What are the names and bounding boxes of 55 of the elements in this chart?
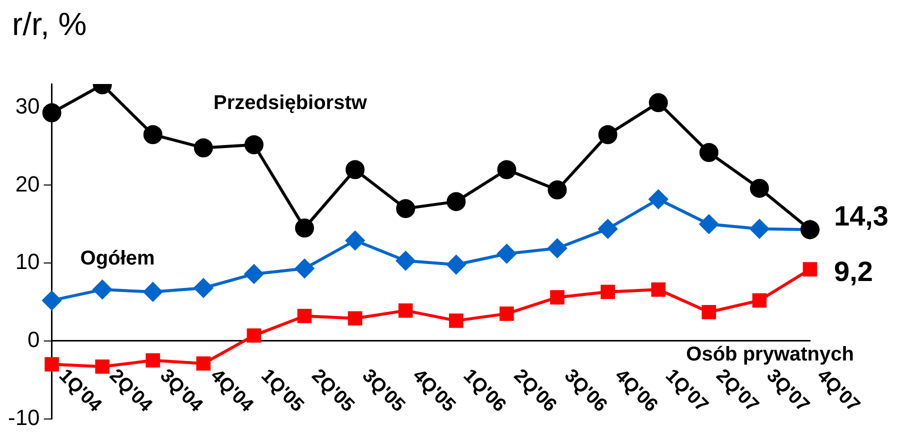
point xyxy=(548,180,567,200)
point xyxy=(346,231,365,250)
y-tick-label: 10 xyxy=(15,249,40,274)
point xyxy=(244,264,264,284)
y-tick-label: -10 xyxy=(8,404,40,430)
point xyxy=(750,178,769,198)
point xyxy=(750,219,769,238)
point xyxy=(246,328,262,343)
point xyxy=(396,199,416,218)
point xyxy=(446,255,466,274)
point xyxy=(42,290,62,310)
point xyxy=(648,93,668,112)
point xyxy=(295,218,314,238)
point xyxy=(648,190,668,209)
point xyxy=(598,125,618,144)
point xyxy=(194,138,213,158)
point xyxy=(497,160,516,180)
point xyxy=(500,306,514,321)
series-label: Osób prywatnych xyxy=(686,343,854,366)
point xyxy=(598,219,618,238)
point xyxy=(348,311,362,326)
point xyxy=(295,259,314,278)
series-label: Przedsiębiorstw xyxy=(214,92,368,114)
y-axis-title: r/r, % xyxy=(12,6,87,42)
series-label: Ogółem xyxy=(80,248,155,270)
data-label: 14,3 xyxy=(834,200,888,232)
point xyxy=(396,251,416,270)
point xyxy=(449,314,464,328)
point xyxy=(446,192,466,212)
point xyxy=(550,290,564,304)
point xyxy=(42,103,62,122)
point xyxy=(699,214,718,234)
point xyxy=(143,282,162,302)
point xyxy=(699,143,718,162)
point xyxy=(92,280,112,300)
point xyxy=(548,238,567,258)
y-tick-label: 30 xyxy=(15,93,40,118)
point xyxy=(146,353,160,368)
point xyxy=(346,160,365,180)
point xyxy=(752,293,767,308)
point xyxy=(194,278,213,298)
point xyxy=(244,135,264,154)
point xyxy=(651,282,666,297)
point xyxy=(600,284,615,300)
point xyxy=(196,356,211,371)
point xyxy=(44,357,59,372)
point xyxy=(497,244,516,264)
point xyxy=(143,125,162,144)
point xyxy=(802,262,818,276)
point xyxy=(702,304,716,320)
point xyxy=(398,303,413,318)
y-tick-label: 0 xyxy=(28,327,40,352)
y-tick-label: 20 xyxy=(15,171,40,196)
data-label: 9,2 xyxy=(834,256,873,288)
point xyxy=(297,308,312,324)
